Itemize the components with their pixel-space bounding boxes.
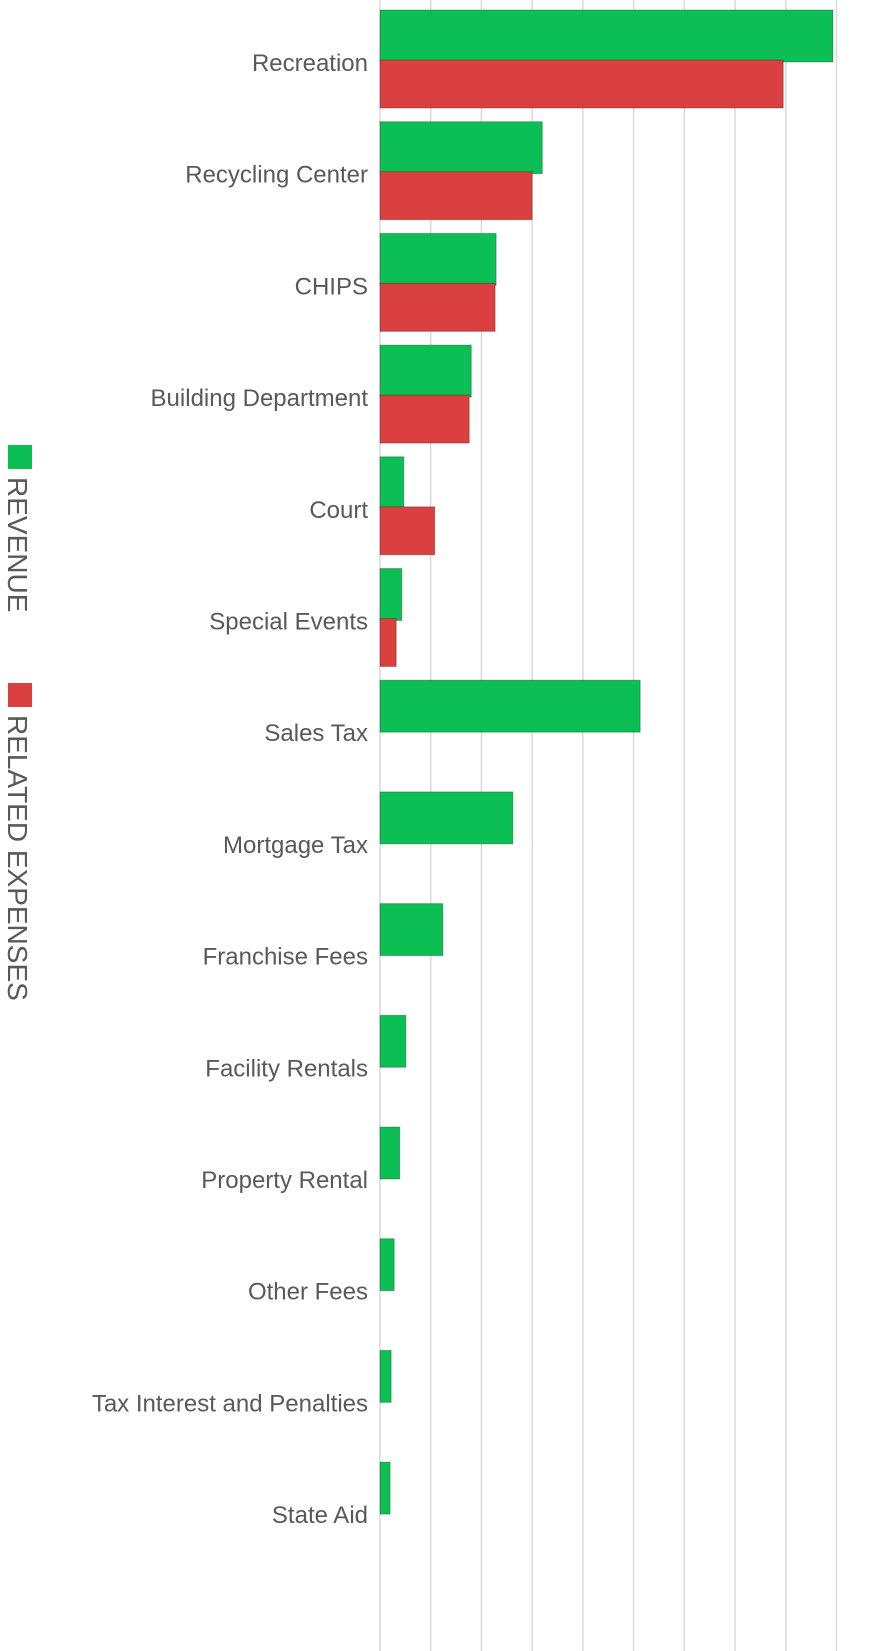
bar xyxy=(379,9,834,63)
legend-item: RELATED EXPENSES xyxy=(2,683,33,1001)
category-label: Building Department xyxy=(151,385,369,412)
category-label: Court xyxy=(309,497,368,524)
legend-label: REVENUE xyxy=(2,477,33,612)
bar xyxy=(379,456,405,510)
category-label: Mortgage Tax xyxy=(223,832,368,859)
bar xyxy=(379,121,543,175)
bar xyxy=(379,1349,392,1403)
category-label: Sales Tax xyxy=(264,720,368,747)
category-label: Property Rental xyxy=(201,1167,368,1194)
bar xyxy=(379,344,472,398)
category-label: Recycling Center xyxy=(185,162,368,189)
category-label: Recreation xyxy=(252,50,368,77)
bar xyxy=(379,618,397,667)
bar xyxy=(379,791,514,845)
category-label: Franchise Fees xyxy=(203,944,368,971)
category-label: State Aid xyxy=(272,1502,368,1529)
category-label: Facility Rentals xyxy=(205,1055,368,1082)
bar xyxy=(379,506,436,556)
bar xyxy=(379,1014,407,1068)
bar xyxy=(379,1238,395,1292)
bar xyxy=(379,59,784,109)
category-label: Tax Interest and Penalties xyxy=(92,1390,368,1417)
legend-item: REVENUE xyxy=(2,445,33,612)
bar xyxy=(379,232,497,286)
bar xyxy=(379,171,533,221)
bar xyxy=(379,903,444,957)
category-label: Other Fees xyxy=(248,1279,368,1306)
bar xyxy=(379,679,641,733)
bar xyxy=(379,282,496,332)
category-label: CHIPS xyxy=(295,273,368,300)
bar xyxy=(379,1126,401,1180)
legend-swatch xyxy=(8,445,32,469)
category-label: Special Events xyxy=(209,609,368,636)
bar xyxy=(379,1461,391,1515)
bar xyxy=(379,568,403,621)
legend-swatch xyxy=(8,683,32,707)
legend-label: RELATED EXPENSES xyxy=(2,715,33,1001)
bar xyxy=(379,394,470,444)
